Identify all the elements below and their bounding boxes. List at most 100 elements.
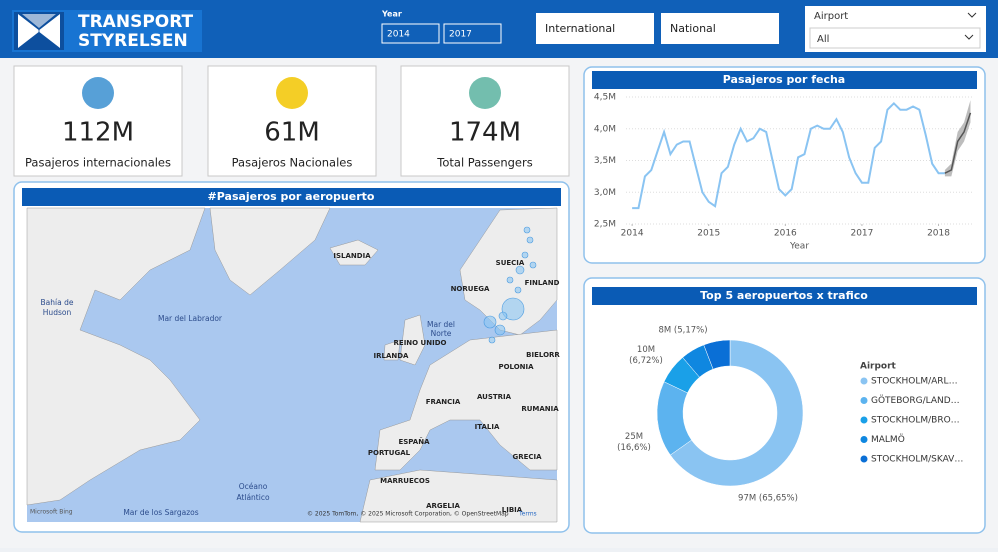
data-label-line: 10M	[637, 345, 655, 355]
y-tick-label: 4,5M	[594, 93, 616, 103]
kpi-value: 112M	[62, 118, 134, 148]
chevron	[967, 12, 977, 18]
chart-title: Pasajeros por fecha	[723, 73, 845, 86]
forecast-band	[944, 100, 971, 177]
legend-marker	[860, 397, 868, 404]
chart-title: Top 5 aeropuertos x trafico	[700, 289, 868, 302]
logo-text: TRANSPORT	[78, 12, 194, 32]
map-label: Bahía de	[41, 298, 74, 307]
legend-label: GÖTEBORG/LAND…	[871, 395, 960, 406]
map-label: Mar de los Sargazos	[123, 508, 198, 517]
slicer-label: Airport	[814, 11, 848, 22]
year-from[interactable]	[381, 23, 440, 44]
donut-chart: 97M (65,65%) STOCKHOLM/ARL… 25M (16,6%) GÖTE…	[617, 326, 963, 504]
legend-marker	[860, 455, 868, 463]
map-label: LIBIA	[502, 506, 523, 514]
legend-marker	[860, 436, 868, 443]
legend-marker	[860, 416, 868, 424]
x-tick-label: 2017	[850, 229, 873, 239]
map-label: Mar del	[427, 320, 455, 329]
map-label: ISLANDIA	[333, 252, 371, 260]
kpi-icon	[276, 77, 308, 109]
legend-label: MALMÖ	[871, 434, 905, 445]
data-label: 8M (5,17%)	[658, 326, 707, 336]
map-label: AUSTRIA	[477, 393, 512, 401]
title-bar	[592, 71, 977, 89]
button-text: National	[670, 22, 716, 35]
kpi-label: Pasajeros internacionales	[25, 156, 171, 170]
map-label: IRLANDA	[374, 352, 410, 360]
kpi-icon	[82, 77, 114, 109]
year-to-text: 2017	[449, 30, 472, 40]
title-bar	[592, 287, 977, 305]
line-chart: 2,5M 3,0M 3,5M 4,0M 4,5M 2014 2015 2016 2017 2018…	[594, 93, 973, 252]
map-label: RUMANIA	[521, 405, 559, 413]
map	[26, 207, 558, 523]
attribution: © 2025 TomTom, © 2025 Microsoft Corporat…	[307, 511, 509, 518]
map-label: FINLAND	[525, 279, 560, 287]
dropdown-text: All	[817, 34, 829, 45]
y-tick-label: 2,5M	[594, 220, 616, 230]
map-label: ITALIA	[475, 423, 500, 431]
map-title: #Pasajeros por aeropuerto	[208, 190, 375, 203]
map-label: BIELORR	[526, 351, 560, 359]
kpi-value: 61M	[264, 118, 320, 148]
kpi-label: Total Passengers	[436, 156, 532, 170]
x-tick-label: 2014	[621, 229, 644, 239]
y-tick-label: 3,0M	[594, 188, 616, 198]
legend-label: STOCKHOLM/BRO…	[871, 416, 960, 426]
map-label: FRANCIA	[426, 398, 461, 406]
kpi-row: 112M Pasajeros internacionales 61M Pasajero…	[13, 65, 570, 177]
map-label: Atlántico	[236, 493, 270, 502]
x-axis-label: Year	[789, 242, 809, 252]
y-tick-label: 4,0M	[594, 124, 616, 134]
map-label: Mar del Labrador	[158, 314, 223, 323]
line-card	[583, 66, 986, 264]
map-label: Océano	[239, 482, 268, 491]
map-label: Hudson	[43, 308, 72, 317]
terms[interactable]: Terms	[518, 511, 537, 518]
y-tick-label: 3,5M	[594, 156, 616, 166]
map-label: GRECIA	[512, 453, 542, 461]
legend-label: STOCKHOLM/SKAV…	[871, 455, 963, 465]
airport-slicer[interactable]	[805, 6, 986, 52]
legend-title: Airport	[860, 362, 897, 372]
map-label: ESPAÑA	[398, 437, 430, 446]
dropdown[interactable]	[809, 27, 981, 49]
button[interactable]	[536, 13, 654, 44]
slicer-label: Year	[381, 10, 402, 19]
donut-slice	[703, 339, 731, 370]
map-label: NORUEGA	[451, 285, 490, 293]
x-tick-label: 2016	[774, 229, 797, 239]
x-tick-label: 2018	[927, 229, 950, 239]
logo-icon	[14, 12, 64, 50]
year-to[interactable]	[443, 23, 502, 44]
button[interactable]	[661, 13, 779, 44]
data-label: 10M (6,72%)	[629, 345, 663, 366]
map-labels: ISLANDIA NORUEGA SUECIA FINLAND Bahía deHuds…	[41, 252, 561, 517]
data-label-line: 25M	[625, 432, 643, 442]
forecast-line	[944, 112, 972, 174]
map-label: PORTUGAL	[368, 449, 411, 457]
map-label: ARGELIA	[426, 502, 460, 510]
map-label: MARRUECOS	[380, 477, 430, 485]
map-label: POLONIA	[498, 363, 534, 371]
button-text: International	[545, 22, 615, 35]
map-label: Norte	[431, 329, 452, 338]
brand: Microsoft Bing	[30, 509, 73, 516]
data-label-line: (6,72%)	[629, 356, 663, 366]
legend-marker	[860, 377, 868, 385]
map-label: SUECIA	[496, 259, 525, 267]
logo-text: STYRELSEN	[78, 31, 188, 51]
line	[632, 101, 945, 210]
legend-label: STOCKHOLM/ARL…	[871, 377, 958, 387]
kpi-value: 174M	[449, 118, 521, 148]
map-label: REINO UNIDO	[394, 339, 447, 347]
kpi-icon	[469, 77, 501, 109]
year-from-text: 2014	[387, 30, 410, 40]
title-bar	[22, 188, 561, 206]
data-label: 25M (16,6%)	[617, 432, 651, 453]
data-label: 97M (65,65%)	[738, 494, 798, 504]
